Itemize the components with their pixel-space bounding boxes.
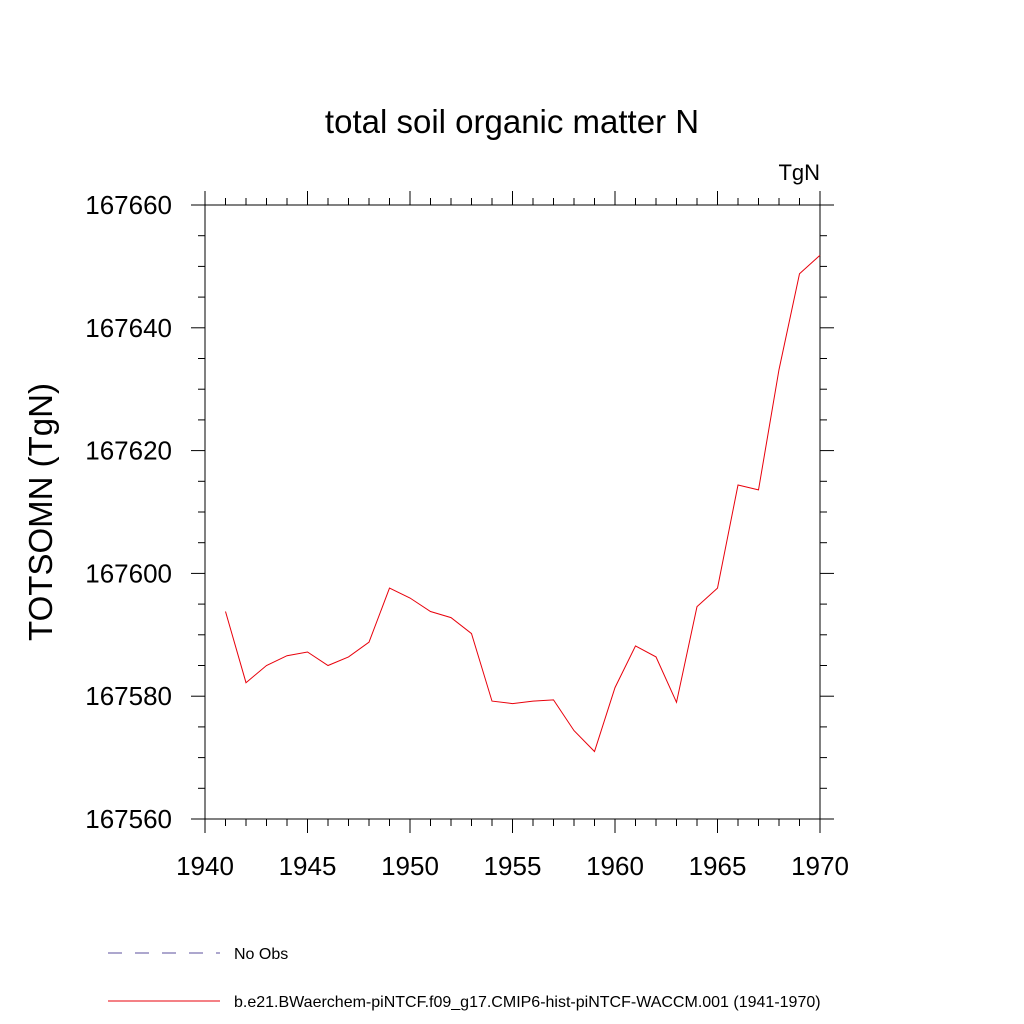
y-tick-label: 167640 (85, 313, 172, 343)
plot-frame (204, 204, 821, 820)
y-axis-label: TOTSOMN (TgN) (22, 383, 59, 641)
units-label: TgN (778, 160, 820, 185)
legend-label-model-run: b.e21.BWaerchem-piNTCF.f09_g17.CMIP6-his… (234, 994, 821, 1011)
x-tick-label: 1950 (381, 851, 439, 881)
y-tick-label: 167560 (85, 804, 172, 834)
y-tick-label: 167600 (85, 558, 172, 588)
x-tick-label: 1960 (586, 851, 644, 881)
x-tick-labels: 1940 1945 1950 1955 1960 1965 1970 (176, 851, 849, 881)
y-tick-label: 167660 (85, 190, 172, 220)
series-layer (225, 254, 821, 753)
series-line (225, 254, 821, 753)
legend-label-no-obs: No Obs (234, 946, 288, 963)
legend: No Obs b.e21.BWaerchem-piNTCF.f09_g17.CM… (108, 946, 821, 1011)
y-tick-label: 167620 (85, 436, 172, 466)
x-tick-label: 1945 (279, 851, 337, 881)
axis-ticks (191, 191, 834, 833)
x-tick-label: 1970 (791, 851, 849, 881)
y-tick-labels: 167560 167580 167600 167620 167640 167660 (85, 190, 172, 834)
y-tick-label: 167580 (85, 681, 172, 711)
x-tick-label: 1955 (484, 851, 542, 881)
x-tick-label: 1940 (176, 851, 234, 881)
x-tick-label: 1965 (689, 851, 747, 881)
chart-title: total soil organic matter N (325, 103, 699, 140)
